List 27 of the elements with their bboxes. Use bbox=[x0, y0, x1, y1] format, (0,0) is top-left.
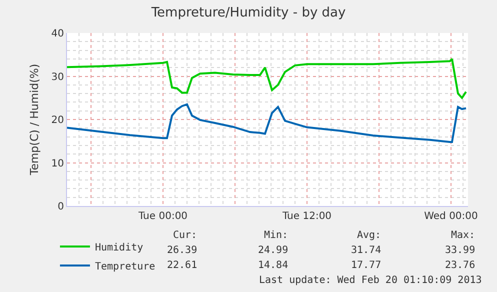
line-series bbox=[67, 103, 467, 143]
text: 33.99 bbox=[445, 245, 476, 256]
y-axis-title: Temp(C) / Humid(%) bbox=[28, 64, 41, 176]
y-tick-label: 30 bbox=[51, 72, 64, 83]
text: Avg: bbox=[357, 230, 382, 241]
text: 17.77 bbox=[351, 260, 382, 271]
text: 26.39 bbox=[167, 245, 198, 256]
x-tick-label: Tue 12:00 bbox=[281, 211, 332, 222]
x-tick-label: Wed 00:00 bbox=[424, 211, 478, 222]
text: Cur: bbox=[173, 230, 198, 241]
y-tick-label: 10 bbox=[51, 158, 64, 170]
chart-title: Tempreture/Humidity - by day bbox=[150, 5, 346, 20]
text: Min: bbox=[264, 230, 288, 241]
text: 24.99 bbox=[258, 245, 288, 256]
x-tick-label: Tue 00:00 bbox=[137, 211, 188, 222]
text: 14.84 bbox=[258, 260, 288, 271]
legend-label: Humidity bbox=[94, 242, 144, 254]
legend-label: Tempreture bbox=[94, 261, 156, 272]
text: 31.74 bbox=[351, 245, 382, 256]
y-tick-label: 20 bbox=[51, 115, 64, 126]
text: Max: bbox=[451, 230, 476, 241]
line-series bbox=[67, 58, 467, 99]
y-tick-label: 40 bbox=[51, 28, 64, 40]
text: Last update: Wed Feb 20 01:10:09 2013 bbox=[259, 275, 482, 286]
text: 22.61 bbox=[167, 260, 198, 271]
y-tick-label: 0 bbox=[58, 202, 64, 212]
text: 23.76 bbox=[445, 260, 476, 271]
